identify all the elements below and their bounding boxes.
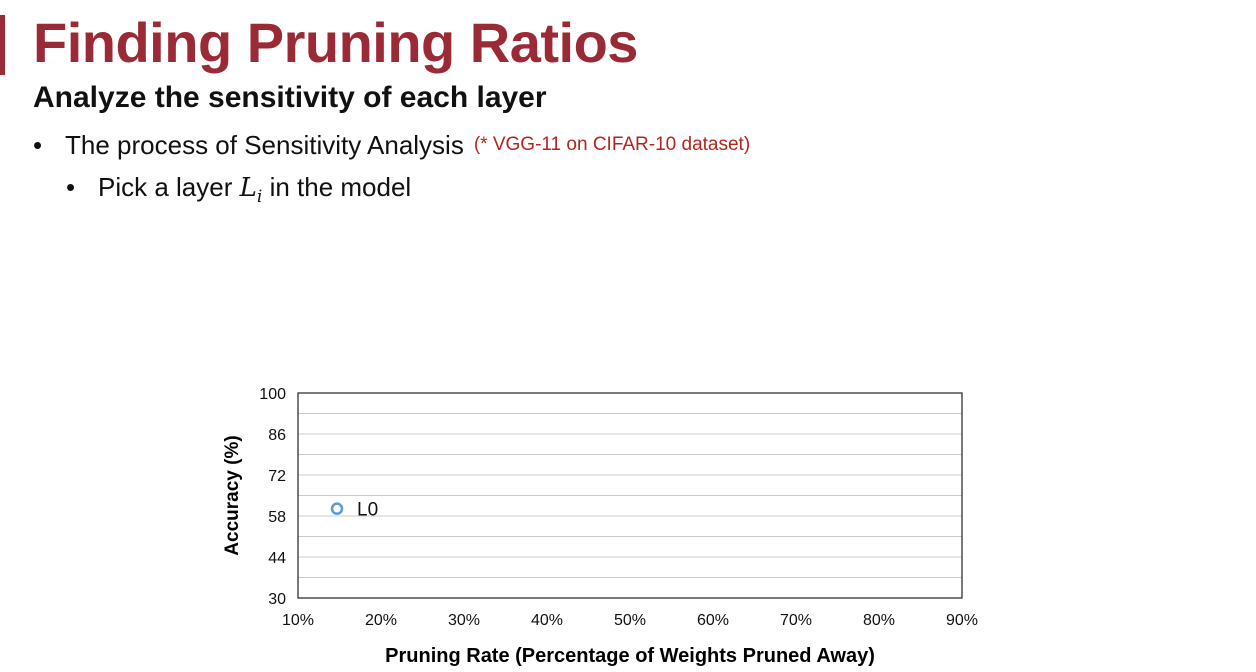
x-tick-label: 90% [946, 612, 978, 629]
bullet2-suffix: in the model [269, 172, 412, 202]
data-points: L0 [330, 500, 378, 521]
y-tick-label: 58 [268, 509, 286, 526]
y-tick-label: 44 [268, 550, 286, 567]
y-tick-label: 30 [268, 591, 286, 608]
bullet-dot: • [33, 130, 43, 160]
title-accent-bar [0, 15, 5, 75]
bullet2-prefix: Pick a layer [98, 172, 233, 202]
layer-variable-letter: L [239, 173, 257, 203]
slide-title: Finding Pruning Ratios [33, 11, 638, 74]
x-tick-label: 20% [365, 612, 397, 629]
x-tick-label: 30% [448, 612, 480, 629]
slide-subtitle: Analyze the sensitivity of each layer [33, 81, 547, 114]
data-point [330, 502, 344, 515]
y-axis-label: Accuracy (%) [222, 435, 243, 555]
x-tick-label: 40% [531, 612, 563, 629]
x-axis-label: Pruning Rate (Percentage of Weights Prun… [385, 645, 875, 667]
bullet-sensitivity-analysis: • The process of Sensitivity Analysis (* V… [33, 128, 750, 166]
chart-grid [298, 413, 962, 578]
bullet1-text: The process of Sensitivity Analysis [65, 130, 464, 160]
y-tick-label: 100 [259, 386, 286, 403]
x-tick-label: 80% [863, 612, 895, 629]
x-tick-label: 50% [614, 612, 646, 629]
x-tick-label: 70% [780, 612, 812, 629]
bullet-dot: • [66, 172, 76, 202]
y-tick-label: 72 [268, 468, 286, 485]
x-tick-label: 10% [282, 612, 314, 629]
bullet-pick-layer: • Pick a layer Li in the model [66, 170, 411, 214]
x-tick-labels: 10% 20% 30% 40% 50% 60% 70% 80% 90% [282, 612, 978, 629]
plot-frame [297, 392, 963, 599]
series-label: L0 [357, 500, 378, 521]
dataset-note: (* VGG-11 on CIFAR-10 dataset) [473, 134, 751, 155]
layer-variable-subscript: i [256, 187, 263, 208]
y-tick-label: 86 [268, 427, 286, 444]
layer-variable: Li [239, 173, 263, 207]
x-tick-label: 60% [697, 612, 729, 629]
y-tick-labels: 30 44 58 72 86 100 [259, 386, 286, 608]
